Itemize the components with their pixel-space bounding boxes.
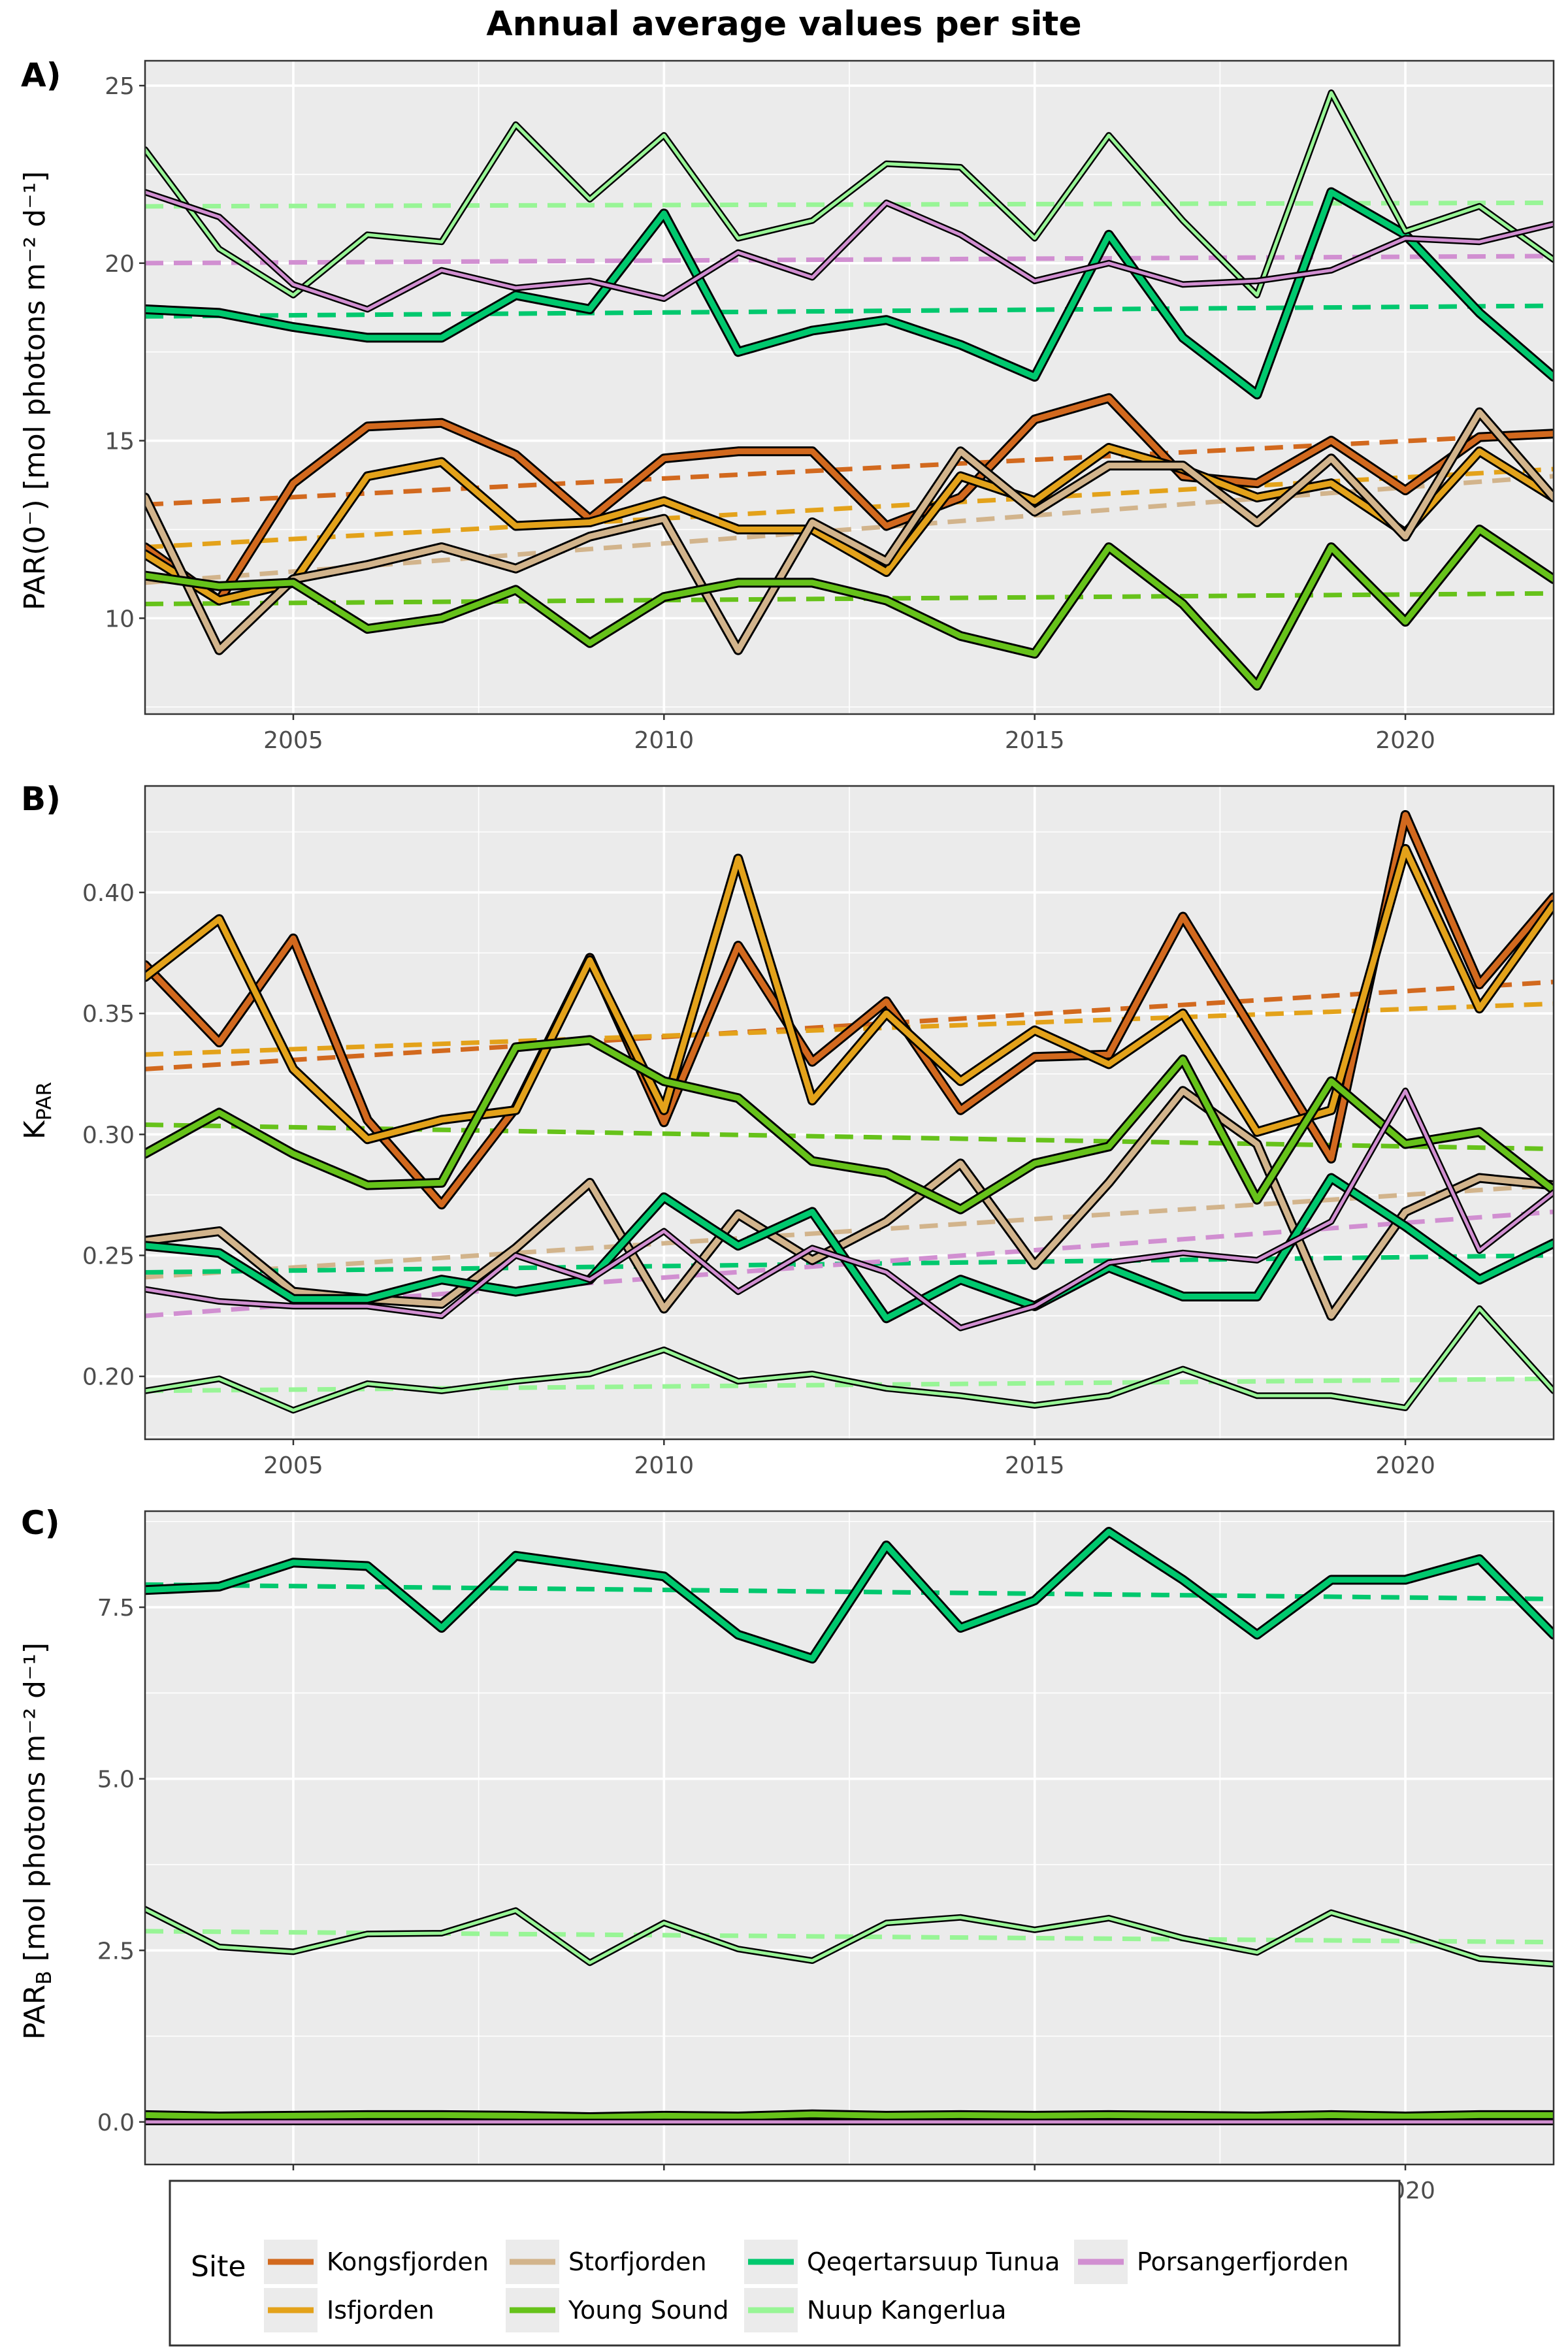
y-tick-label: 2.5 [97, 1938, 135, 1965]
series-line-porsangerfjorden [145, 190, 1554, 311]
legend: Site Kongsfjorden Isfjorden Storfjorden You… [169, 2180, 1401, 2347]
x-tick-label: 2020 [1375, 727, 1435, 754]
series-line-isfjorden [145, 845, 1554, 1143]
x-tick-label: 2015 [1005, 1452, 1065, 1479]
trend-line-porsangerfjorden [145, 253, 1554, 266]
legend-label-porsangerfjorden: Porsangerfjorden [1137, 2247, 1348, 2276]
trend-line-qeqertarsuup-tunua [145, 1582, 1554, 1601]
y-tick-label: 0.30 [82, 1122, 135, 1149]
x-tick-label: 2010 [634, 727, 694, 754]
figure-title: Annual average values per site [486, 5, 1081, 44]
legend-label-qeqertarsuup-tunua: Qeqertarsuup Tunua [807, 2247, 1060, 2276]
trend-line-storfjorden [145, 1183, 1554, 1280]
series-line-qeqertarsuup-tunua [145, 189, 1554, 398]
panel-b: B) KPAR 2005 2010 2015 2020 0.20 0.25 0.30 0.35… [18, 780, 1555, 1479]
legend-label-storfjorden: Storfjorden [568, 2247, 707, 2276]
series-line-kongsfjorden [145, 395, 1554, 604]
x-tick-label: 2005 [263, 727, 323, 754]
series-line-nuup-kangerlua [145, 1907, 1554, 1966]
trend-line-kongsfjorden [145, 431, 1554, 507]
trend-line-isfjorden [145, 466, 1554, 550]
panel-c-plot-area [145, 1527, 1554, 2125]
y-tick-label: 5.0 [97, 1767, 135, 1793]
panel-b-frame [144, 785, 1555, 1441]
y-tick-label: 20 [105, 251, 135, 278]
y-tick-label: 10 [105, 606, 135, 632]
legend-label-isfjorden: Isfjorden [327, 2296, 434, 2325]
series-line-nuup-kangerlua [145, 91, 1554, 297]
legend-label-young-sound: Young Sound [568, 2296, 728, 2325]
y-tick-label: 0.25 [82, 1243, 135, 1270]
y-tick-label: 7.5 [97, 1595, 135, 1622]
panel-c-y-axis-title: PARB [mol photons m⁻² d⁻¹] [18, 1642, 56, 2040]
y-tick-label: 0.20 [82, 1364, 135, 1391]
panel-b-label: B) [21, 780, 61, 818]
series-line-young-sound [145, 1037, 1554, 1213]
panel-a-y-axis-title: PAR(0⁻) [mol photons m⁻² d⁻¹] [18, 171, 52, 610]
series-line-nuup-kangerlua [145, 1307, 1554, 1413]
y-tick-label: 25 [105, 73, 135, 100]
y-tick-label: 0.0 [97, 2110, 135, 2136]
legend-label-kongsfjorden: Kongsfjorden [327, 2247, 489, 2276]
series-line-qeqertarsuup-tunua [145, 1529, 1554, 1662]
series-line-qeqertarsuup-tunua [145, 1175, 1554, 1322]
series-line-young-sound [145, 526, 1554, 689]
y-tick-label: 15 [105, 429, 135, 455]
panel-b-plot-area [145, 809, 1554, 1414]
y-tick-label: 0.40 [82, 880, 135, 907]
panel-a-label: A) [21, 56, 61, 94]
trend-line-qeqertarsuup-tunua [145, 303, 1554, 319]
legend-title: Site [191, 2250, 246, 2283]
series-line-young-sound [145, 2111, 1554, 2120]
trend-line-young-sound [145, 591, 1554, 607]
panel-a-plot-area [145, 89, 1554, 691]
x-tick-label: 2010 [634, 1452, 694, 1479]
trend-line-nuup-kangerlua [145, 1376, 1554, 1394]
y-tick-label: 0.35 [82, 1001, 135, 1028]
x-tick-label: 2005 [263, 1452, 323, 1479]
panel-a: A) PAR(0⁻) [mol photons m⁻² d⁻¹] 2005 201… [18, 56, 1555, 754]
panel-c: C) PARB [mol photons m⁻² d⁻¹] 2005201020… [18, 1504, 1555, 2204]
trend-line-nuup-kangerlua [145, 200, 1554, 209]
series-line-storfjorden [145, 409, 1554, 653]
series-line-porsangerfjorden [145, 1089, 1554, 1330]
panel-a-frame [144, 59, 1555, 715]
panel-b-y-axis-title: KPAR [18, 1082, 56, 1139]
panel-c-frame [144, 1510, 1555, 2166]
series-line-isfjorden [145, 444, 1554, 604]
x-tick-label: 2015 [1005, 727, 1065, 754]
panel-c-label: C) [21, 1504, 60, 1542]
legend-label-nuup-kangerlua: Nuup Kangerlua [807, 2296, 1006, 2325]
x-tick-label: 2020 [1375, 1452, 1435, 1479]
